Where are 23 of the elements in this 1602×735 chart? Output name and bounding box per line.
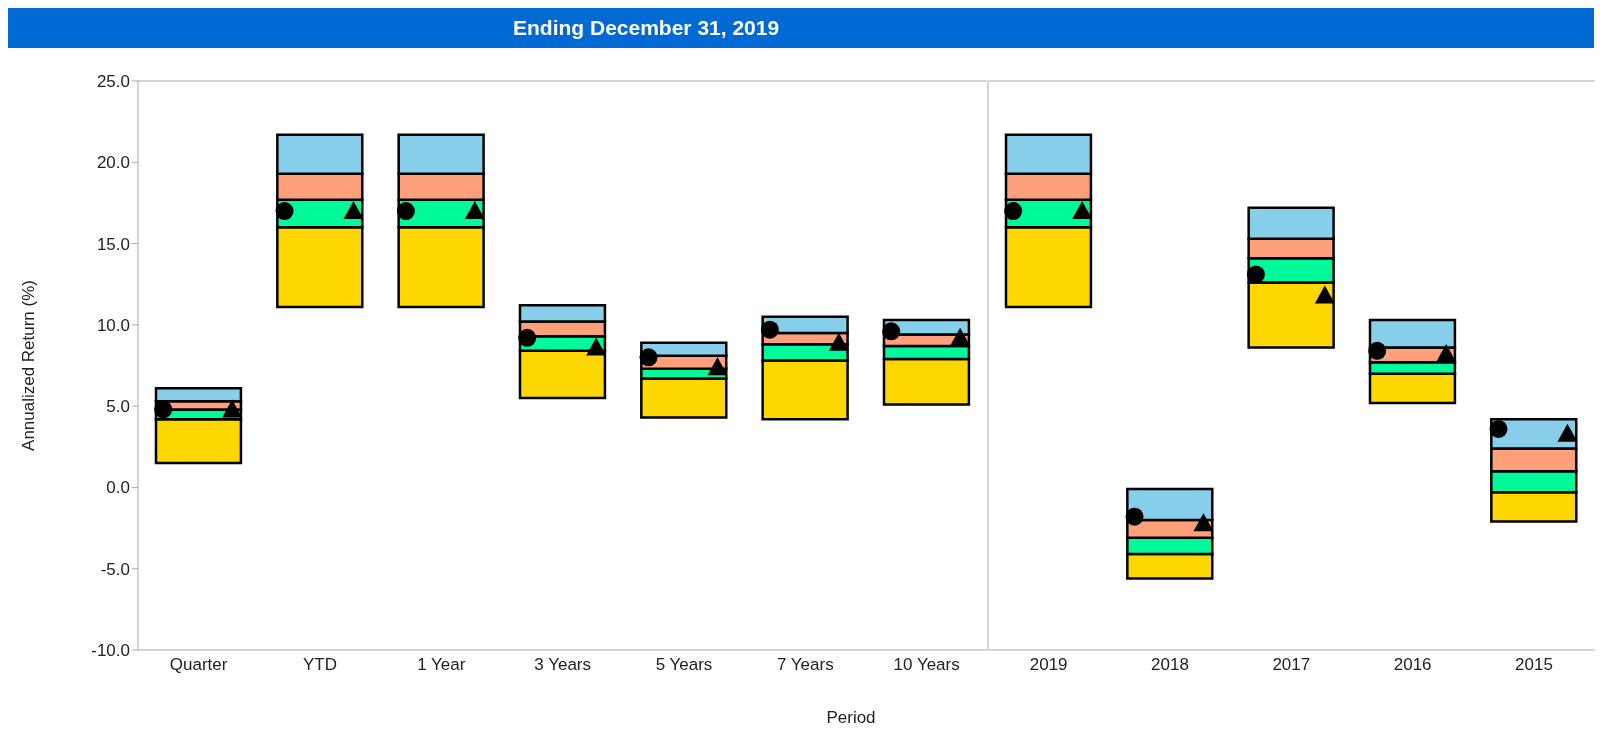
y-tick-label: 0.0 — [106, 478, 130, 498]
y-axis-title: Annualized Return (%) — [19, 280, 39, 451]
x-tick-label: 2018 — [1151, 655, 1190, 675]
x-tick-label: 1 Year — [417, 655, 466, 675]
x-tick-label: 10 Years — [893, 655, 960, 675]
x-tick-label: 2019 — [1030, 655, 1068, 675]
x-tick-label: 3 Years — [534, 655, 591, 675]
y-tick-label: 5.0 — [106, 397, 130, 417]
x-tick-label: 7 Years — [776, 655, 834, 675]
y-tick-label: 25.0 — [96, 72, 130, 92]
y-tick-label: 15.0 — [96, 234, 130, 254]
y-tick-label: 20.0 — [96, 153, 130, 173]
x-tick-label: Quarter — [169, 655, 228, 675]
x-tick-label: 5 Years — [655, 655, 713, 675]
x-tick-label: YTD — [303, 655, 337, 675]
y-tick-label: -5.0 — [100, 559, 130, 579]
x-axis-title: Period — [826, 708, 876, 727]
x-tick-label: 2015 — [1515, 655, 1554, 675]
x-tick-label: 2016 — [1394, 655, 1432, 675]
x-tick-label: 2017 — [1272, 655, 1311, 675]
y-tick-label: 10.0 — [96, 315, 130, 335]
y-tick-label: -10.0 — [91, 641, 130, 661]
chart-title: Ending December 31, 2019 — [8, 8, 1594, 48]
